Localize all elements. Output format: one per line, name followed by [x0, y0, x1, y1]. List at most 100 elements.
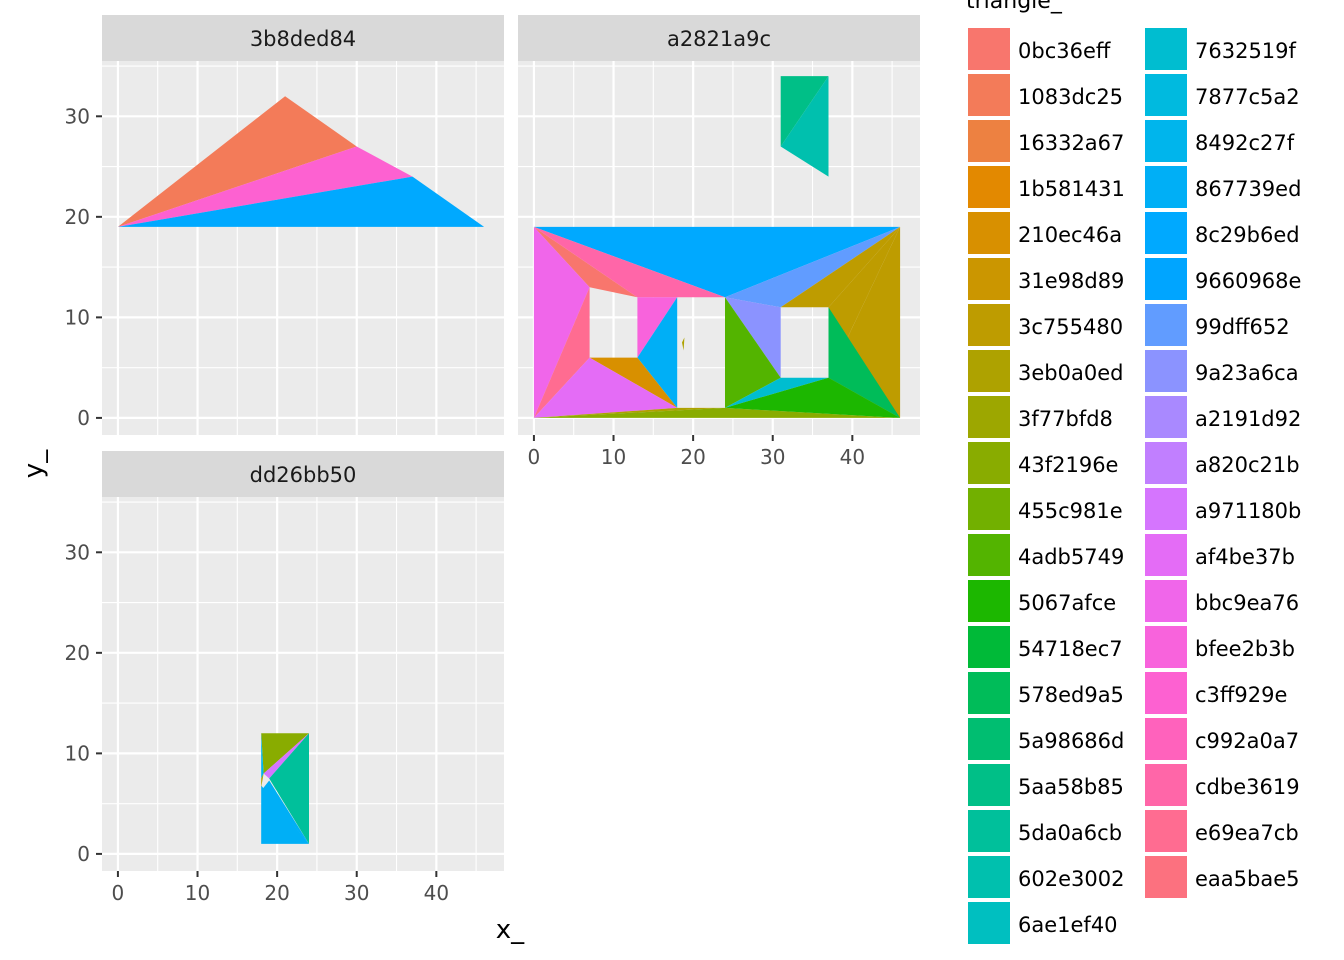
legend-key [968, 488, 1010, 530]
x-tick-label: 40 [424, 881, 449, 905]
legend-key [1145, 580, 1187, 622]
triangle-1083dc25 [117, 96, 357, 227]
y-tick-label: 10 [65, 741, 90, 765]
legend-key [968, 258, 1010, 300]
triangle-8492c27f [261, 733, 264, 779]
x-tick-label: 20 [264, 881, 289, 905]
legend-label: eaa5bae5 [1195, 867, 1300, 891]
legend-label: 1083dc25 [1018, 85, 1123, 109]
legend-key [1145, 212, 1187, 254]
legend-key [1145, 120, 1187, 162]
triangle-8c29b6ed [117, 176, 485, 227]
triangle-602e3002 [780, 76, 829, 177]
strip-background [102, 15, 504, 61]
legend-label: 4adb5749 [1018, 545, 1124, 569]
triangle-43f2196e [533, 407, 901, 418]
triangle-43f2196e [261, 733, 309, 774]
legend-label: e69ea7cb [1195, 821, 1299, 845]
legend-label: 602e3002 [1018, 867, 1124, 891]
triangle-c3ff929e [117, 146, 413, 227]
triangle-210ec46a [589, 357, 678, 408]
legend-label: 455c981e [1018, 499, 1123, 523]
legend-label: 1b581431 [1018, 177, 1125, 201]
panels-layer: 3b8ded84 a2821a9c dd26bb50 [102, 15, 920, 871]
legend-key [1145, 534, 1187, 576]
legend-label: 5a98686d [1018, 729, 1124, 753]
legend-key [1145, 304, 1187, 346]
triangle-8c29b6ed [533, 226, 901, 298]
panel-dd26bb50: dd26bb50 [102, 451, 504, 871]
triangle-3c755480 [780, 226, 901, 308]
legend-key [968, 212, 1010, 254]
x-axis-label: x_ [496, 915, 525, 945]
legend-key [1145, 856, 1187, 898]
legend-key [968, 856, 1010, 898]
legend-label: 7632519f [1195, 39, 1297, 63]
legend-label: 9a23a6ca [1195, 361, 1299, 385]
y-tick-label: 10 [65, 305, 90, 329]
legend-label: bbc9ea76 [1195, 591, 1299, 615]
legend-key [968, 810, 1010, 852]
triangle-4adb5749 [725, 297, 781, 408]
legend-label: 8492c27f [1195, 131, 1295, 155]
legend-label: 5aa58b85 [1018, 775, 1124, 799]
triangle-3eb0a0ed [261, 773, 264, 788]
legend-key [1145, 718, 1187, 760]
triangle-7632519f [725, 377, 829, 408]
legend-key [968, 902, 1010, 944]
legend-label: 3eb0a0ed [1018, 361, 1123, 385]
legend-label: 9660968e [1195, 269, 1301, 293]
legend-key [1145, 764, 1187, 806]
triangle-bbc9ea76 [533, 226, 590, 418]
triangle-867739ed [637, 297, 678, 408]
y-tick-label: 0 [77, 406, 90, 430]
x-tick-label: 40 [840, 445, 865, 469]
legend-key [968, 626, 1010, 668]
legend-label: a820c21b [1195, 453, 1300, 477]
legend-key [968, 534, 1010, 576]
x-tick-label: 0 [528, 445, 541, 469]
x-tick-label: 0 [112, 881, 125, 905]
strip-background [102, 451, 504, 497]
legend-key [968, 580, 1010, 622]
legend-key [968, 396, 1010, 438]
legend-key [1145, 442, 1187, 484]
legend-label: bfee2b3b [1195, 637, 1295, 661]
legend-key [968, 672, 1010, 714]
panel-a2821a9c: a2821a9c [518, 15, 920, 435]
x-tick-label: 30 [760, 445, 785, 469]
strip-label: dd26bb50 [250, 463, 357, 487]
x-tick-label: 30 [344, 881, 369, 905]
triangle-5067afce [725, 377, 901, 418]
triangle-af4be37b [533, 357, 678, 418]
legend-key [968, 28, 1010, 70]
triangle-cdbe3619 [533, 226, 725, 298]
legend-title: triangle_ [966, 0, 1063, 14]
legend-label: 6ae1ef40 [1018, 913, 1118, 937]
legend-key [1145, 626, 1187, 668]
triangle-a971180b [263, 733, 309, 779]
legend-label: 867739ed [1195, 177, 1301, 201]
legend-key [1145, 350, 1187, 392]
legend-label: c992a0a7 [1195, 729, 1299, 753]
y-tick-label: 30 [65, 540, 90, 564]
legend-key [968, 74, 1010, 116]
legend: triangle_ 0bc36eff 1083dc25 16332a67 1b5814… [966, 0, 1301, 944]
legend-key [1145, 166, 1187, 208]
x-tick-label: 10 [185, 881, 210, 905]
legend-key [968, 764, 1010, 806]
triangle-3c755480 [828, 226, 901, 378]
legend-key [968, 718, 1010, 760]
triangle-5aa58b85 [780, 76, 829, 147]
triangle-578ed9a5 [828, 307, 901, 418]
legend-label: a2191d92 [1195, 407, 1301, 431]
legend-label: 3f77bfd8 [1018, 407, 1113, 431]
legend-key [968, 120, 1010, 162]
triangle-3eb0a0ed [682, 337, 685, 351]
triangle-99dff652 [725, 226, 901, 308]
legend-label: c3ff929e [1195, 683, 1287, 707]
legend-key [1145, 672, 1187, 714]
strip-background [518, 15, 920, 61]
legend-label: 16332a67 [1018, 131, 1124, 155]
y-tick-label: 30 [65, 104, 90, 128]
